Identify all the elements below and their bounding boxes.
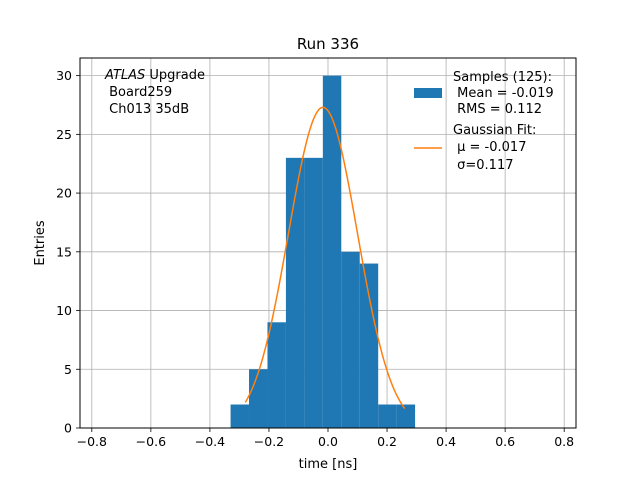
legend-samples-swatch: [414, 88, 442, 98]
histogram-bar: [304, 157, 323, 429]
y-tick-label: 25: [56, 127, 72, 142]
y-tick-label: 15: [56, 244, 72, 259]
histogram-bar: [396, 404, 416, 428]
legend-fit-mu: μ = -0.017: [453, 140, 526, 155]
x-tick-label: −0.8: [77, 434, 107, 449]
legend-samples-mean: Mean = -0.019: [453, 86, 554, 101]
legend: Samples (125): Mean = -0.019 RMS = 0.112…: [414, 70, 554, 173]
x-tick-label: 0.4: [436, 434, 456, 449]
atlas-annotation: ATLAS Upgrade Board259 Ch013 35dB: [104, 68, 205, 117]
y-axis-ticks: 0 5 10 15 20 25 30: [56, 68, 80, 436]
legend-fit-title: Gaussian Fit:: [453, 123, 536, 138]
histogram-bar: [322, 75, 342, 428]
legend-fit-sigma: σ=0.117: [453, 158, 513, 173]
y-tick-label: 10: [56, 303, 72, 318]
atlas-label: ATLAS: [104, 68, 145, 83]
svg-text:ATLAS Upgrade: ATLAS Upgrade: [104, 68, 205, 83]
x-axis-label: time [ns]: [299, 457, 358, 472]
y-tick-label: 0: [64, 421, 72, 436]
y-tick-label: 20: [56, 186, 72, 201]
legend-samples-rms: RMS = 0.112: [453, 102, 542, 117]
x-tick-label: −0.2: [254, 434, 284, 449]
x-tick-label: 0.0: [318, 434, 338, 449]
x-tick-label: 0.2: [377, 434, 397, 449]
board-label: Board259: [105, 85, 172, 100]
x-axis-ticks: −0.8 −0.6 −0.4 −0.2 0.0 0.2 0.4 0.6 0.8: [77, 428, 574, 449]
histogram-bar: [230, 404, 250, 428]
histogram-bar: [359, 263, 379, 428]
x-tick-label: 0.8: [554, 434, 574, 449]
x-tick-label: −0.6: [136, 434, 166, 449]
channel-label: Ch013 35dB: [105, 102, 189, 117]
histogram-bar: [249, 369, 268, 428]
y-tick-label: 5: [64, 362, 72, 377]
gaussian-fit-curve: [244, 106, 406, 409]
chart-title: Run 336: [297, 35, 359, 53]
histogram-bar: [267, 322, 286, 428]
histogram-bar: [341, 251, 360, 428]
x-tick-label: −0.4: [195, 434, 225, 449]
y-axis-label: Entries: [33, 220, 48, 266]
y-tick-label: 30: [56, 68, 72, 83]
histogram-bar: [378, 404, 397, 428]
upgrade-label: Upgrade: [145, 68, 205, 83]
x-tick-label: 0.6: [495, 434, 515, 449]
legend-samples-title: Samples (125):: [453, 70, 552, 85]
